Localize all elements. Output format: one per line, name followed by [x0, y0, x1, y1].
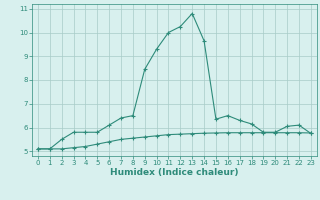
X-axis label: Humidex (Indice chaleur): Humidex (Indice chaleur) [110, 168, 239, 177]
